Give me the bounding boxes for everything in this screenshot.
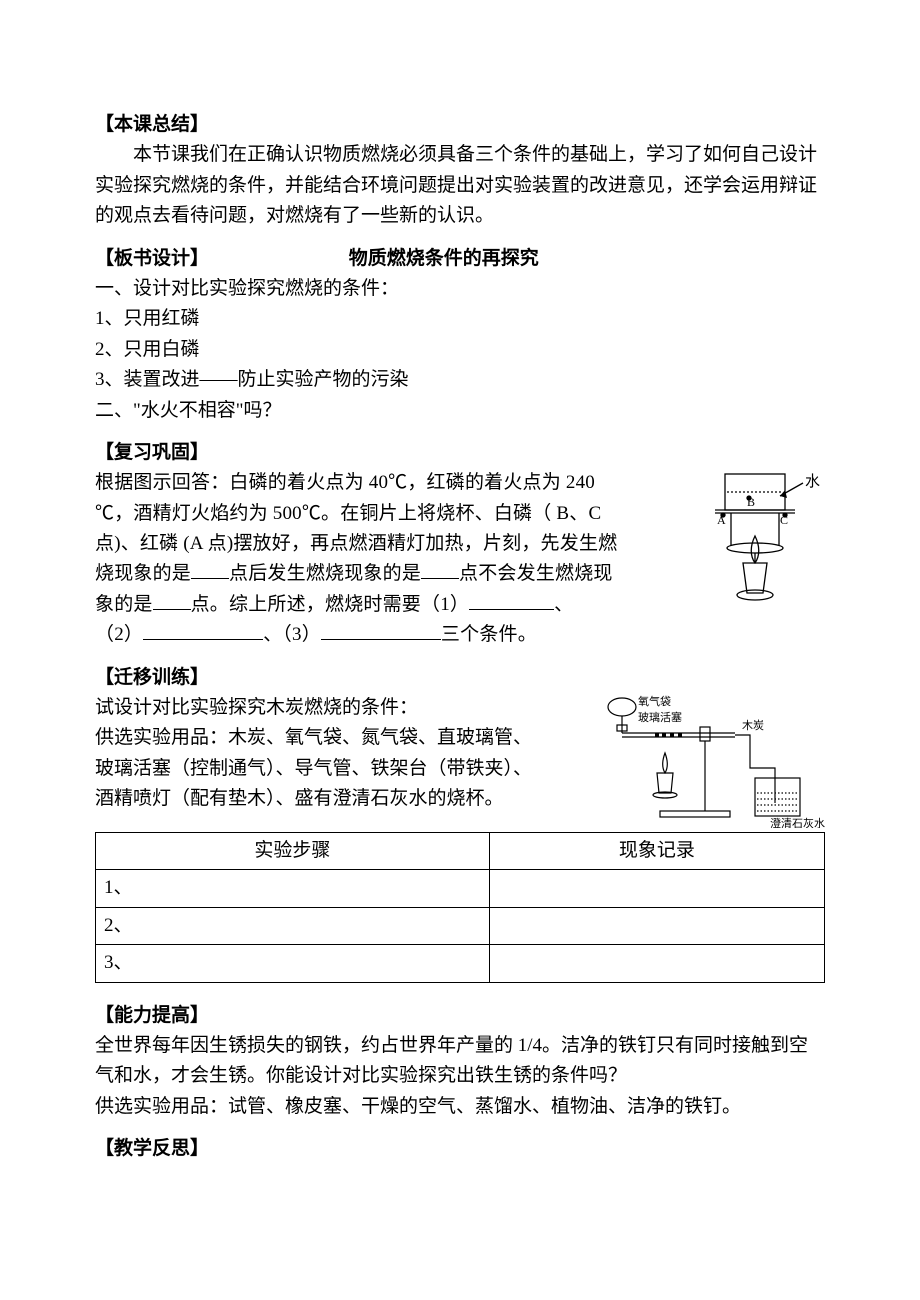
review-header: 【复习巩固】 [95, 438, 825, 468]
board-header-line: 【板书设计】 物质燃烧条件的再探究 [95, 244, 825, 274]
table-cell-step-2: 2、 [96, 907, 490, 944]
ability-body2: 供选实验用品：试管、橡皮塞、干燥的空气、蒸馏水、植物油、洁净的铁钉。 [95, 1092, 825, 1122]
board-title: 物质燃烧条件的再探究 [349, 248, 539, 269]
blank-1 [191, 578, 229, 579]
review-l4a: 烧现象的是 [95, 563, 191, 584]
charcoal-label: 木炭 [742, 719, 764, 732]
review-content: 根据图示回答：白磷的着火点为 40℃，红磷的着火点为 240 ℃，酒精灯火焰约为… [95, 468, 825, 650]
board-item-2: 2、只用白磷 [95, 335, 825, 365]
board-item-1: 1、只用红磷 [95, 304, 825, 334]
summary-body: 本节课我们在正确认识物质燃烧必须具备三个条件的基础上，学习了如何自己设计实验探究… [95, 140, 825, 231]
table-col-steps: 实验步骤 [96, 833, 490, 870]
transfer-section: 【迁移训练】 试设计对比实验探究木炭燃烧的条件： 供选实验用品：木炭、氧气袋、氮… [95, 663, 825, 983]
transfer-header: 【迁移训练】 [95, 663, 825, 693]
ability-body1: 全世界每年因生锈损失的钢铁，约占世界年产量的 1/4。洁净的铁钉只有同时接触到空… [95, 1031, 825, 1092]
board-sec2: 二、"水火不相容"吗？ [95, 396, 825, 426]
review-l2: ℃，酒精灯火焰约为 500℃。在铜片上将烧杯、白磷（ B、C [95, 503, 601, 524]
table-row: 3、 [96, 945, 825, 982]
blank-4 [469, 609, 554, 610]
oxygen-bag-label: 氧气袋 [638, 694, 671, 708]
summary-header: 【本课总结】 [95, 114, 209, 135]
reflect-header: 【教学反思】 [95, 1134, 825, 1164]
review-l4c: 点不会发生燃烧现 [459, 563, 613, 584]
review-section: 【复习巩固】 根据图示回答：白磷的着火点为 40℃，红磷的着火点为 240 ℃，… [95, 438, 825, 651]
review-l6c: 三个条件。 [441, 624, 537, 645]
review-l5b: 点。综上所述，燃烧时需要（1） [191, 594, 470, 615]
review-l3: 点)、红磷 (A 点)摆放好，再点燃酒精灯加热，片刻，先发生燃 [95, 533, 617, 554]
blank-3 [153, 609, 191, 610]
blank-2 [421, 578, 459, 579]
experiment-table: 实验步骤 现象记录 1、 2、 3、 [95, 832, 825, 983]
board-header: 【板书设计】 [95, 244, 209, 274]
table-row: 2、 [96, 907, 825, 944]
blank-6 [321, 639, 441, 640]
page-root: 【本课总结】 本节课我们在正确认识物质燃烧必须具备三个条件的基础上，学习了如何自… [0, 0, 920, 1300]
ability-section: 【能力提高】 全世界每年因生锈损失的钢铁，约占世界年产量的 1/4。洁净的铁钉只… [95, 1001, 825, 1123]
table-cell-step-1: 1、 [96, 870, 490, 907]
table-cell-obs-2 [489, 907, 824, 944]
board-sec1: 一、设计对比实验探究燃烧的条件： [95, 274, 825, 304]
review-l6a: （2） [95, 624, 143, 645]
transfer-l1: 试设计对比实验探究木炭燃烧的条件： [95, 693, 594, 723]
review-text: 根据图示回答：白磷的着火点为 40℃，红磷的着火点为 240 ℃，酒精灯火焰约为… [95, 468, 691, 650]
table-cell-obs-3 [489, 945, 824, 982]
blank-5 [143, 639, 263, 640]
table-cell-step-3: 3、 [96, 945, 490, 982]
ability-header: 【能力提高】 [95, 1001, 825, 1031]
stopcock-label: 玻璃活塞 [638, 710, 682, 724]
review-l5a: 象的是 [95, 594, 153, 615]
transfer-l4: 酒精喷灯（配有垫木）、盛有澄清石灰水的烧杯。 [95, 784, 594, 814]
beaker-lamp-diagram-icon: 水 A B C [695, 468, 825, 638]
reflect-section: 【教学反思】 [95, 1134, 825, 1164]
table-row: 1、 [96, 870, 825, 907]
table-col-observations: 现象记录 [489, 833, 824, 870]
charcoal-apparatus-diagram-icon: 氧气袋 玻璃活塞 木炭 [600, 693, 825, 828]
transfer-l3: 玻璃活塞（控制通气）、导气管、铁架台（带铁夹）、 [95, 754, 594, 784]
board-section: 【板书设计】 物质燃烧条件的再探究 一、设计对比实验探究燃烧的条件： 1、只用红… [95, 244, 825, 426]
transfer-content: 试设计对比实验探究木炭燃烧的条件： 供选实验用品：木炭、氧气袋、氮气袋、直玻璃管… [95, 693, 825, 828]
transfer-text: 试设计对比实验探究木炭燃烧的条件： 供选实验用品：木炭、氧气袋、氮气袋、直玻璃管… [95, 693, 594, 815]
summary-section: 【本课总结】 本节课我们在正确认识物质燃烧必须具备三个条件的基础上，学习了如何自… [95, 110, 825, 232]
board-item-3: 3、装置改进——防止实验产物的污染 [95, 365, 825, 395]
table-header-row: 实验步骤 现象记录 [96, 833, 825, 870]
table-cell-obs-1 [489, 870, 824, 907]
review-l4b: 点后发生燃烧现象的是 [229, 563, 421, 584]
water-label: 水 [805, 473, 820, 490]
review-l5c: 、 [554, 594, 573, 615]
review-l6b: 、（3） [263, 624, 321, 645]
review-l1: 根据图示回答：白磷的着火点为 40℃，红磷的着火点为 240 [95, 472, 595, 493]
transfer-l2: 供选实验用品：木炭、氧气袋、氮气袋、直玻璃管、 [95, 723, 594, 753]
limewater-label: 澄清石灰水 [770, 816, 825, 828]
